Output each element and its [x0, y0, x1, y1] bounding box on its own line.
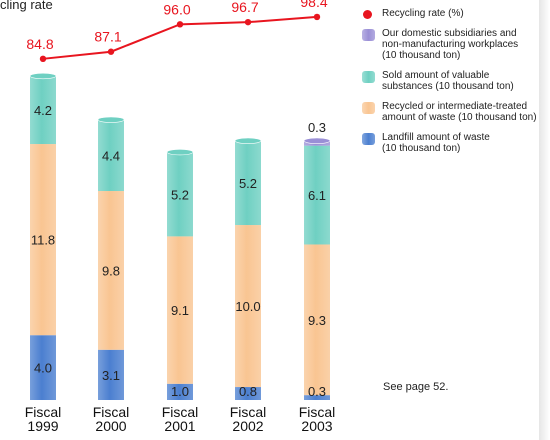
bar-segment-sold [304, 145, 330, 245]
bar-segment-recycled [167, 236, 193, 384]
bar-segment-landfill [304, 395, 330, 400]
bar-top-cap [166, 149, 194, 156]
legend-label: Landfill amount of waste [382, 132, 490, 143]
bar-segment-recycled [98, 191, 124, 350]
legend-item: Recycling rate (%) [362, 8, 540, 19]
bar-value-label: 1.0 [171, 384, 189, 399]
bar-top-cap [303, 137, 331, 144]
recycling-rate-point [107, 48, 115, 55]
bar-top-cap [97, 116, 125, 123]
bar-segment-landfill [167, 383, 193, 400]
bar-value-label: 4.4 [102, 148, 120, 163]
bar-value-label: 4.2 [34, 103, 52, 118]
bar-segment-landfill [98, 349, 124, 400]
bar-segment-landfill [30, 335, 56, 400]
bar-segment-sold [30, 76, 56, 145]
x-tick-label: 1999 [27, 418, 58, 434]
bar-value-label: 5.2 [171, 187, 189, 202]
legend-label: (10 thousand ton) [382, 50, 461, 61]
legend-label: Recycled or intermediate-treated [382, 101, 528, 112]
bar-segment-sold [235, 140, 261, 226]
bar-value-label: 0.3 [308, 384, 326, 399]
x-tick-label: 2003 [301, 418, 332, 434]
x-tick-label: 2001 [164, 418, 195, 434]
legend-label: non-manufacturing workplaces [382, 39, 519, 50]
legend-item: Landfill amount of waste (10 thousand ton… [362, 132, 540, 154]
legend: Recycling rate (%) Our domestic subsidiar… [362, 8, 540, 163]
recycling-rate-point [39, 55, 47, 63]
bar-segment-recycled [235, 225, 261, 388]
x-tick-label: 2002 [232, 418, 263, 434]
legend-dot-icon [363, 10, 372, 19]
x-tick-label: Fiscal [299, 404, 336, 420]
legend-label: Our domestic subsidiaries and [382, 28, 517, 39]
legend-swatch-icon [362, 71, 375, 83]
bar-segment-landfill [235, 387, 261, 400]
recycling-rate-label: 96.0 [163, 1, 190, 17]
x-tick-label: 2000 [95, 418, 126, 434]
legend-label: Sold amount of valuable [382, 70, 490, 81]
recycling-rate-point [313, 13, 321, 21]
legend-swatch-icon [362, 29, 375, 41]
bar-value-label: 4.0 [34, 361, 52, 376]
bar-segment-recycled [30, 144, 56, 336]
bar-value-label: 5.2 [239, 176, 257, 191]
legend-label: substances (10 thousand ton) [382, 81, 514, 92]
bar-value-label: 9.1 [171, 303, 189, 318]
bar-top-cap [29, 72, 57, 80]
legend-swatch-icon [362, 102, 375, 114]
recycling-rate-label: 87.1 [94, 29, 121, 45]
bar-segment-sold [167, 152, 193, 237]
x-tick-label: Fiscal [25, 404, 62, 420]
bar-value-label: 10.0 [235, 299, 260, 314]
legend-label: (10 thousand ton) [382, 143, 461, 154]
x-tick-label: Fiscal [230, 404, 267, 420]
bar-segment-recycled [304, 244, 330, 396]
bar-value-label: 9.3 [308, 313, 326, 328]
legend-label: amount of waste (10 thousand ton) [382, 112, 537, 123]
legend-item: Recycled or intermediate-treated amount o… [362, 101, 540, 123]
recycling-rate-label: 98.4 [300, 0, 327, 10]
page-reference-note: See page 52. [383, 381, 449, 393]
bar-value-label: 6.1 [308, 188, 326, 203]
bar-value-label: 0.8 [239, 384, 257, 399]
bar-value-label: 9.8 [102, 263, 120, 278]
recycling-rate-label: 96.7 [231, 0, 258, 15]
bar-value-label: 3.1 [102, 368, 120, 383]
x-tick-label: Fiscal [93, 404, 130, 420]
legend-swatch-icon [362, 133, 375, 145]
bar-segment-sold [98, 119, 124, 192]
chart-title-fragment: cling rate [0, 0, 53, 12]
recycling-rate-label: 84.8 [26, 36, 53, 52]
x-tick-label: Fiscal [162, 404, 199, 420]
legend-item: Our domestic subsidiaries and non-manufac… [362, 28, 540, 61]
legend-item: Sold amount of valuable substances (10 th… [362, 70, 540, 92]
page-edge-decoration [539, 0, 550, 440]
legend-label: Recycling rate (%) [382, 8, 464, 19]
recycling-rate-point [176, 21, 184, 28]
bar-value-label: 0.3 [308, 120, 326, 135]
bar-top-cap [234, 137, 262, 144]
recycling-rate-point [244, 18, 252, 26]
bar-value-label: 11.8 [31, 233, 55, 248]
